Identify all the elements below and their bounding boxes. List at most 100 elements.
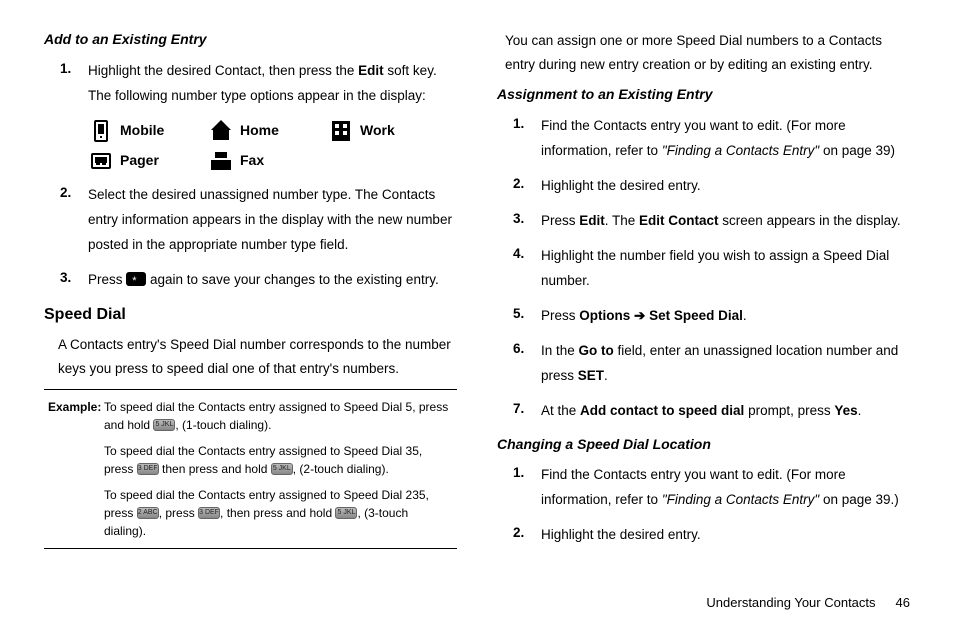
text: Highlight the desired Contact, then pres… (88, 63, 358, 78)
key-5-icon: 5 JKL (153, 419, 175, 431)
heading-speed-dial: Speed Dial (44, 303, 457, 328)
work-icon (330, 119, 352, 143)
save-key-icon (126, 272, 146, 286)
pager-icon (90, 149, 112, 173)
step-text: Highlight the desired entry. (541, 523, 910, 548)
cross-reference: "Finding a Contacts Entry" (662, 492, 823, 507)
step-number: 1. (497, 463, 541, 513)
step-7: 7. At the Add contact to speed dial prom… (497, 399, 910, 424)
text: . (858, 403, 862, 418)
arrow-icon: ➔ (634, 308, 645, 323)
text: . (604, 368, 608, 383)
steps-assignment: 1. Find the Contacts entry you want to e… (497, 114, 910, 424)
heading-changing-location: Changing a Speed Dial Location (497, 434, 910, 456)
step-number: 6. (497, 339, 541, 389)
menu-set-speed-dial: Set Speed Dial (645, 308, 743, 323)
example-label: Example: (48, 398, 104, 434)
example-2: To speed dial the Contacts entry assigne… (104, 442, 453, 478)
text: At the (541, 403, 580, 418)
softkey-yes: Yes (834, 403, 857, 418)
step-text: Find the Contacts entry you want to edit… (541, 114, 910, 164)
label: Mobile (120, 120, 164, 142)
text: . (743, 308, 747, 323)
text: , (1-touch dialing). (175, 418, 271, 432)
screen-name: Edit Contact (639, 213, 719, 228)
step-text: Select the desired unassigned number typ… (88, 183, 457, 258)
type-mobile: Mobile (90, 119, 210, 143)
step-number: 2. (497, 174, 541, 199)
step-3: 3. Press Edit. The Edit Contact screen a… (497, 209, 910, 234)
step-text: Highlight the number field you wish to a… (541, 244, 910, 294)
fax-icon (210, 149, 232, 173)
steps-add-existing-cont: 2. Select the desired unassigned number … (44, 183, 457, 293)
steps-changing: 1. Find the Contacts entry you want to e… (497, 463, 910, 548)
step-number: 3. (497, 209, 541, 234)
step-1: 1. Find the Contacts entry you want to e… (497, 463, 910, 513)
heading-add-existing: Add to an Existing Entry (44, 29, 457, 51)
key-5-icon: 5 JKL (271, 463, 293, 475)
home-icon (210, 119, 232, 143)
key-5-icon: 5 JKL (335, 507, 357, 519)
speed-dial-description: A Contacts entry's Speed Dial number cor… (58, 333, 457, 380)
field-goto: Go to (579, 343, 614, 358)
text: Press (541, 213, 579, 228)
step-text: Highlight the desired Contact, then pres… (88, 59, 457, 109)
text: again to save your changes to the existi… (146, 272, 438, 287)
number-type-options: Mobile Home Work Pager Fax (90, 119, 457, 173)
page-footer: Understanding Your Contacts 46 (706, 595, 910, 610)
example-1: Example: To speed dial the Contacts entr… (48, 398, 453, 434)
step-2: 2. Select the desired unassigned number … (44, 183, 457, 258)
label: Fax (240, 150, 264, 172)
example-3: To speed dial the Contacts entry assigne… (104, 486, 453, 540)
text: then press and hold (159, 462, 271, 476)
step-3: 3. Press again to save your changes to t… (44, 268, 457, 293)
right-column: You can assign one or more Speed Dial nu… (497, 29, 910, 569)
cross-reference: "Finding a Contacts Entry" (662, 143, 823, 158)
step-number: 5. (497, 304, 541, 329)
page-number: 46 (896, 595, 910, 610)
softkey-edit: Edit (579, 213, 605, 228)
text: on page 39) (823, 143, 895, 158)
text: . The (605, 213, 639, 228)
step-text: Press Options ➔ Set Speed Dial. (541, 304, 910, 329)
step-number: 2. (44, 183, 88, 258)
step-text: Highlight the desired entry. (541, 174, 910, 199)
step-number: 2. (497, 523, 541, 548)
step-text: Press again to save your changes to the … (88, 268, 457, 293)
step-text: Press Edit. The Edit Contact screen appe… (541, 209, 910, 234)
step-number: 1. (44, 59, 88, 109)
text: prompt, press (744, 403, 834, 418)
left-column: Add to an Existing Entry 1. Highlight th… (44, 29, 457, 569)
prompt-name: Add contact to speed dial (580, 403, 744, 418)
step-text: At the Add contact to speed dial prompt,… (541, 399, 910, 424)
steps-add-existing: 1. Highlight the desired Contact, then p… (44, 59, 457, 109)
page-columns: Add to an Existing Entry 1. Highlight th… (44, 29, 910, 569)
footer-section: Understanding Your Contacts (706, 595, 875, 610)
text: , press (159, 506, 198, 520)
step-number: 3. (44, 268, 88, 293)
key-3-icon: 3 DEF (198, 507, 220, 519)
step-4: 4. Highlight the number field you wish t… (497, 244, 910, 294)
type-pager: Pager (90, 149, 210, 173)
text: , (2-touch dialing). (293, 462, 389, 476)
text: screen appears in the display. (719, 213, 901, 228)
label: Home (240, 120, 279, 142)
heading-assignment-existing: Assignment to an Existing Entry (497, 84, 910, 106)
text: Press (88, 272, 126, 287)
key-2-icon: 2 ABC (137, 507, 159, 519)
step-text: In the Go to field, enter an unassigned … (541, 339, 910, 389)
text: on page 39.) (823, 492, 899, 507)
label: Work (360, 120, 395, 142)
menu-options: Options (579, 308, 634, 323)
step-number: 1. (497, 114, 541, 164)
example-text: To speed dial the Contacts entry assigne… (104, 398, 453, 434)
step-6: 6. In the Go to field, enter an unassign… (497, 339, 910, 389)
mobile-icon (90, 119, 112, 143)
step-2: 2. Highlight the desired entry. (497, 174, 910, 199)
step-number: 4. (497, 244, 541, 294)
speed-dial-intro: You can assign one or more Speed Dial nu… (505, 29, 910, 76)
step-1: 1. Highlight the desired Contact, then p… (44, 59, 457, 109)
softkey-set: SET (578, 368, 604, 383)
type-work: Work (330, 119, 450, 143)
step-2: 2. Highlight the desired entry. (497, 523, 910, 548)
